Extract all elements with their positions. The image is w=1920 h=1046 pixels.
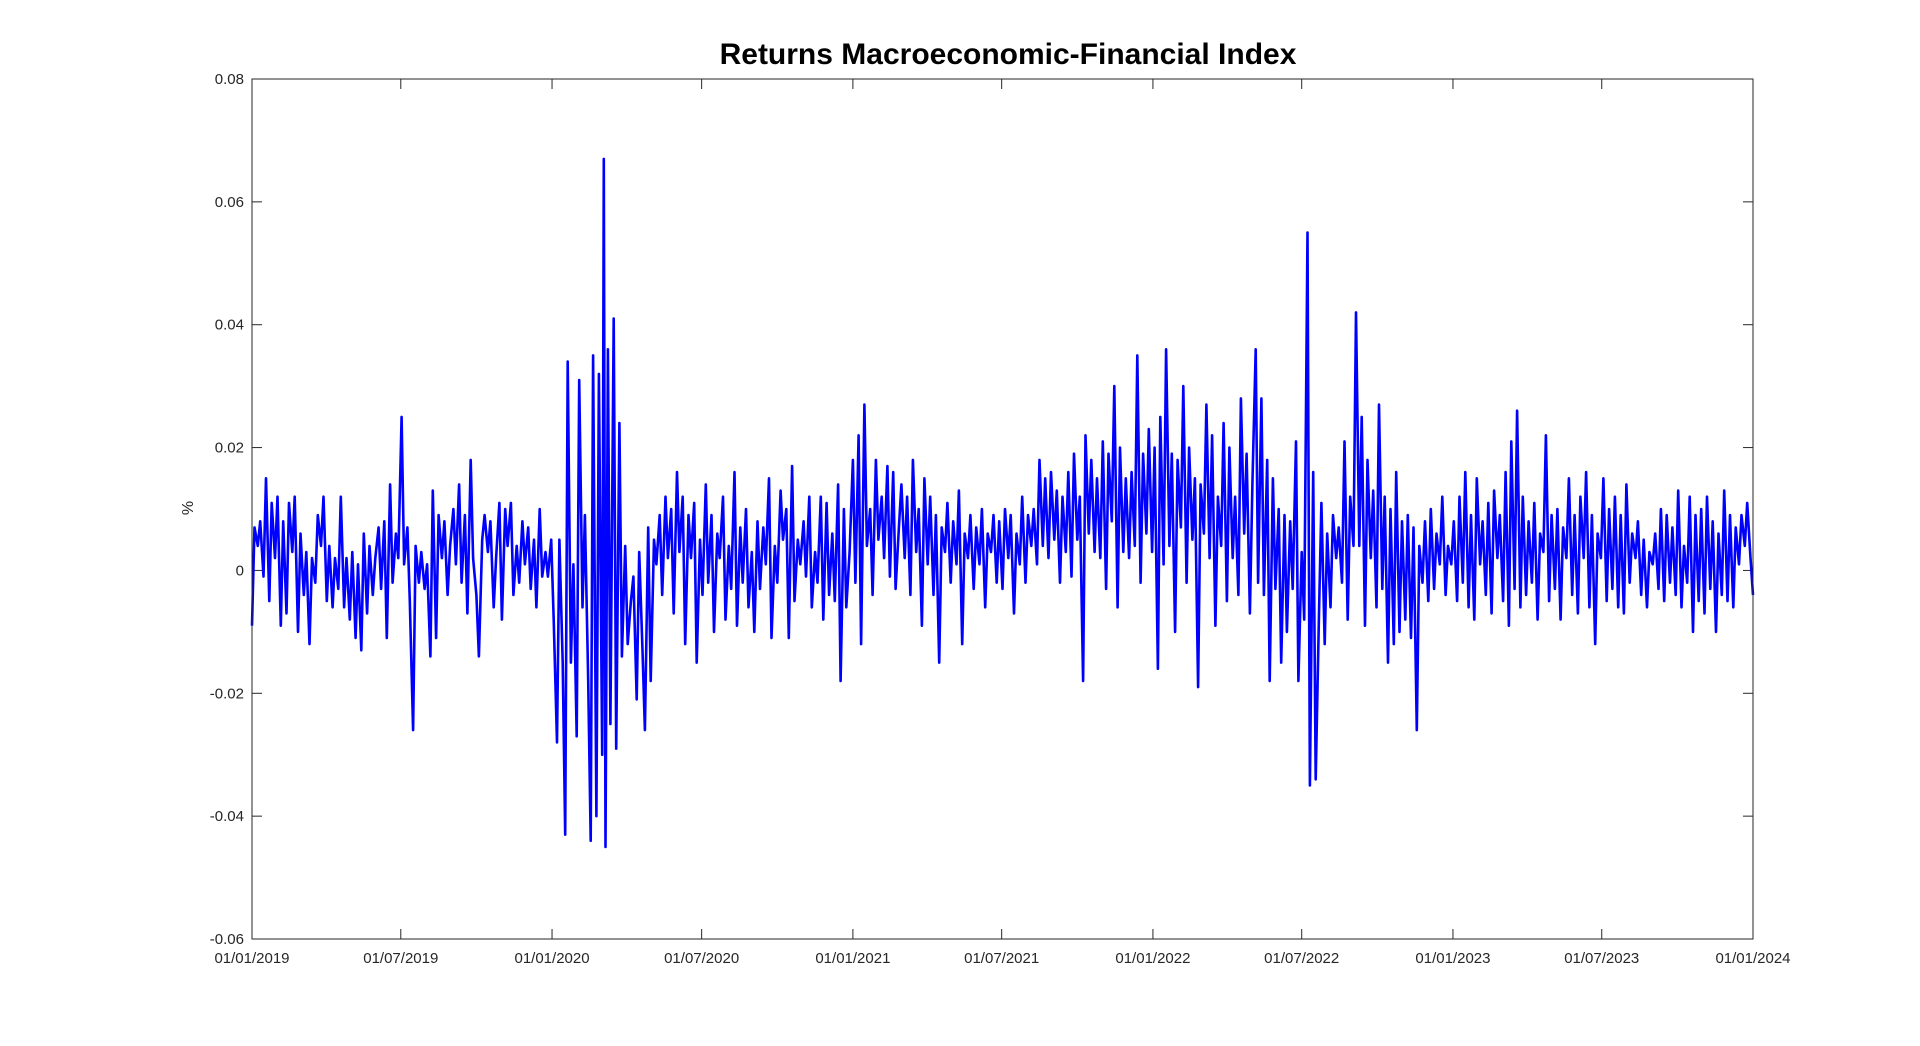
- y-tick-label: 0: [236, 562, 244, 579]
- x-tick-label: 01/01/2021: [815, 950, 890, 967]
- x-tick-label: 01/01/2024: [1715, 950, 1790, 967]
- y-tick-label: -0.04: [210, 808, 244, 825]
- series-group: [250, 157, 1755, 849]
- x-tick-label: 01/07/2021: [964, 950, 1039, 967]
- y-tick-label: -0.02: [210, 685, 244, 702]
- x-tick-label: 01/07/2019: [363, 950, 438, 967]
- chart-title: Returns Macroeconomic-Financial Index: [720, 38, 1297, 71]
- x-tick-label: 01/01/2019: [214, 950, 289, 967]
- y-tick-label: 0.08: [215, 71, 244, 88]
- y-axis-label: %: [180, 501, 197, 515]
- x-tick-label: 01/07/2023: [1564, 950, 1639, 967]
- x-axis: 01/01/2019 01/07/2019 01/01/2020 01/07/2020…: [214, 79, 1791, 967]
- y-tick-label: 0.06: [215, 194, 244, 211]
- y-tick-label: 0.04: [215, 317, 244, 334]
- y-tick-label: 0.02: [215, 440, 244, 457]
- x-tick-label: 01/07/2022: [1264, 950, 1339, 967]
- x-tick-label: 01/01/2023: [1415, 950, 1490, 967]
- x-tick-label: 01/01/2022: [1115, 950, 1190, 967]
- plot-area: [251, 78, 1754, 940]
- x-tick-label: 01/01/2020: [514, 950, 589, 967]
- plot-frame: [251, 78, 1754, 940]
- x-tick-label: 01/07/2020: [664, 950, 739, 967]
- y-tick-label: -0.06: [210, 931, 244, 948]
- y-axis: -0.06 -0.04 -0.02 0 0.02 0.04 0.06 0.08: [210, 71, 1753, 948]
- series-line: [250, 157, 1755, 849]
